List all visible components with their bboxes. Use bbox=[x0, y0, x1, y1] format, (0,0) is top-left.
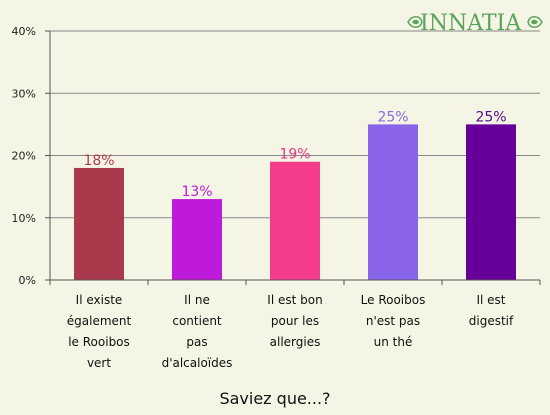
category-label-line: le Rooibos bbox=[68, 335, 130, 349]
y-axis-ticks: 0% 10% 20% 30% 40% bbox=[12, 25, 50, 287]
data-label: 25% bbox=[377, 109, 408, 125]
category-label: Il est digestif bbox=[469, 293, 514, 328]
category-label-line: pas bbox=[186, 335, 207, 349]
category-label-line: contient bbox=[172, 314, 222, 328]
logo-text: INNATIA bbox=[420, 11, 522, 36]
category-label-line: Il est bon bbox=[267, 293, 322, 307]
chart-title: Saviez que...? bbox=[219, 389, 330, 408]
y-tick-label: 30% bbox=[12, 87, 36, 100]
data-label: 25% bbox=[475, 109, 506, 125]
category-label-line: Le Rooibos bbox=[361, 293, 426, 307]
y-tick-label: 40% bbox=[12, 25, 36, 38]
bars bbox=[74, 124, 516, 280]
category-label-line: Il est bbox=[476, 293, 505, 307]
y-tick-label: 0% bbox=[19, 274, 36, 287]
data-label: 13% bbox=[181, 184, 212, 200]
data-label: 19% bbox=[279, 147, 310, 163]
category-label-line: Il existe bbox=[76, 293, 123, 307]
data-label: 18% bbox=[83, 153, 114, 169]
y-tick-label: 20% bbox=[12, 150, 36, 163]
category-label-line: un thé bbox=[374, 335, 413, 349]
bar bbox=[172, 199, 222, 280]
category-label-line: allergies bbox=[270, 335, 321, 349]
bar bbox=[74, 167, 124, 280]
category-label-line: d'alcaloïdes bbox=[162, 356, 233, 370]
category-label-line: vert bbox=[87, 356, 111, 370]
category-label: Il est bon pour les allergies bbox=[267, 293, 322, 349]
leaf-left-icon bbox=[407, 16, 423, 28]
category-label: Il existe également le Rooibos vert bbox=[67, 293, 132, 370]
category-label-line: Il ne bbox=[184, 293, 210, 307]
axes bbox=[49, 31, 541, 285]
bar bbox=[466, 124, 516, 280]
category-labels: Il existe également le Rooibos vert Il ne con… bbox=[67, 293, 514, 370]
logo: INNATIA bbox=[407, 11, 543, 36]
category-label: Il ne contient pas d'alcaloïdes bbox=[162, 293, 233, 370]
bar bbox=[270, 161, 320, 280]
category-label-line: digestif bbox=[469, 314, 514, 328]
bar bbox=[368, 124, 418, 280]
category-label-line: pour les bbox=[271, 314, 319, 328]
category-label-line: également bbox=[67, 314, 132, 328]
leaf-right-icon bbox=[527, 16, 543, 28]
y-tick-label: 10% bbox=[12, 212, 36, 225]
category-label-line: n'est pas bbox=[366, 314, 420, 328]
data-labels: 18% 13% 19% 25% 25% bbox=[83, 109, 506, 200]
category-label: Le Rooibos n'est pas un thé bbox=[361, 293, 426, 349]
